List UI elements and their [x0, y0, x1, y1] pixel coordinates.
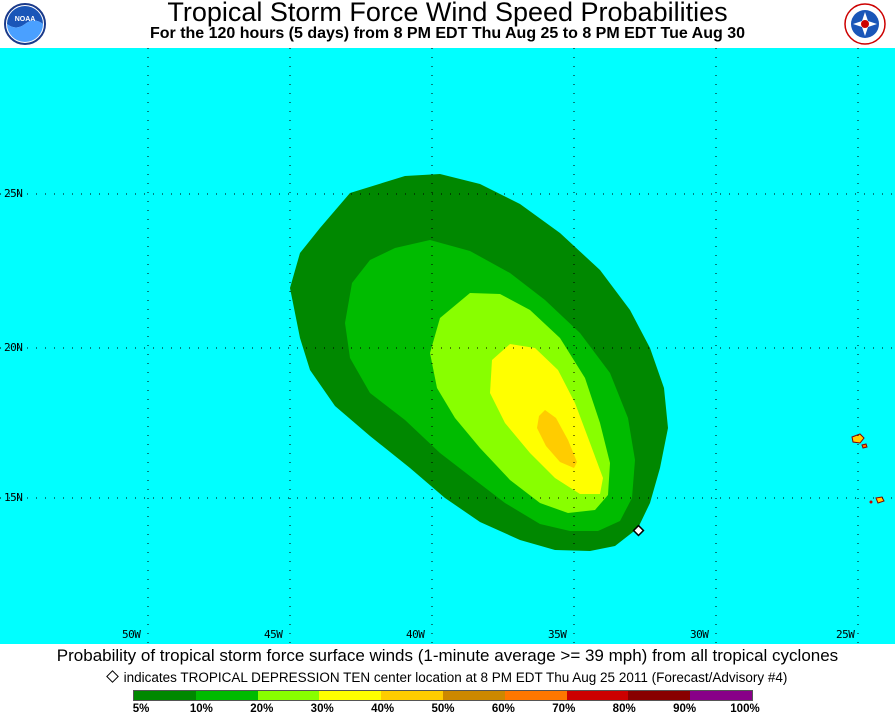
storm-center-marker [632, 524, 645, 537]
storm-center-note: indicates TROPICAL DEPRESSION TEN center… [0, 670, 895, 685]
lon-label-35w: 35W [548, 628, 567, 641]
legend-swatch [566, 691, 629, 700]
legend-swatch [134, 691, 196, 700]
legend-label: 90% [673, 703, 697, 715]
lon-label-30w: 30W [690, 628, 709, 641]
noaa-logo-icon: NOAA [4, 3, 46, 45]
legend-label: 5% [132, 703, 150, 715]
legend-label: 10% [189, 703, 213, 715]
lon-label-40w: 40W [406, 628, 425, 641]
diamond-icon [105, 670, 119, 683]
map-description: Probability of tropical storm force surf… [56, 646, 839, 665]
legend-swatch [319, 691, 382, 700]
lat-label-20n: 20N [4, 341, 23, 354]
legend-swatch [690, 691, 752, 700]
legend-swatch [381, 691, 443, 700]
storm-center-note-text: indicates TROPICAL DEPRESSION TEN center… [123, 670, 788, 685]
lat-label-15n: 15N [4, 491, 23, 504]
island-sao-nicolau [861, 443, 868, 449]
contour-40-percent [537, 410, 577, 468]
map-canvas [0, 48, 895, 644]
legend-label: 60% [491, 703, 515, 715]
legend-label: 40% [371, 703, 395, 715]
legend-swatch [195, 691, 258, 700]
island-brava [869, 500, 873, 504]
lon-label-45w: 45W [264, 628, 283, 641]
lat-label-25n: 25N [4, 187, 23, 200]
page-subtitle: For the 120 hours (5 days) from 8 PM EDT… [149, 25, 746, 42]
legend-label: 70% [552, 703, 576, 715]
lon-label-50w: 50W [122, 628, 141, 641]
legend-swatch [442, 691, 505, 700]
legend-label: 50% [431, 703, 455, 715]
probability-map: 25N 20N 15N 50W 45W 40W 35W 30W 25W [0, 48, 895, 644]
header: NOAA Tropical Storm Force Wind Speed Pro… [0, 0, 895, 48]
page-title: Tropical Storm Force Wind Speed Probabil… [167, 0, 728, 27]
legend-label: 20% [250, 703, 274, 715]
legend-swatch [257, 691, 320, 700]
longitude-gridlines [147, 48, 859, 644]
legend-label: 80% [612, 703, 636, 715]
legend-label: 100% [730, 703, 760, 715]
svg-text:NOAA: NOAA [15, 16, 36, 23]
legend-swatch [504, 691, 567, 700]
nws-logo-icon [844, 3, 886, 45]
legend-swatch [628, 691, 691, 700]
lon-label-25w: 25W [836, 628, 855, 641]
island-santo-antao [851, 433, 865, 444]
legend-label: 30% [310, 703, 334, 715]
probability-legend-bar [133, 690, 753, 701]
